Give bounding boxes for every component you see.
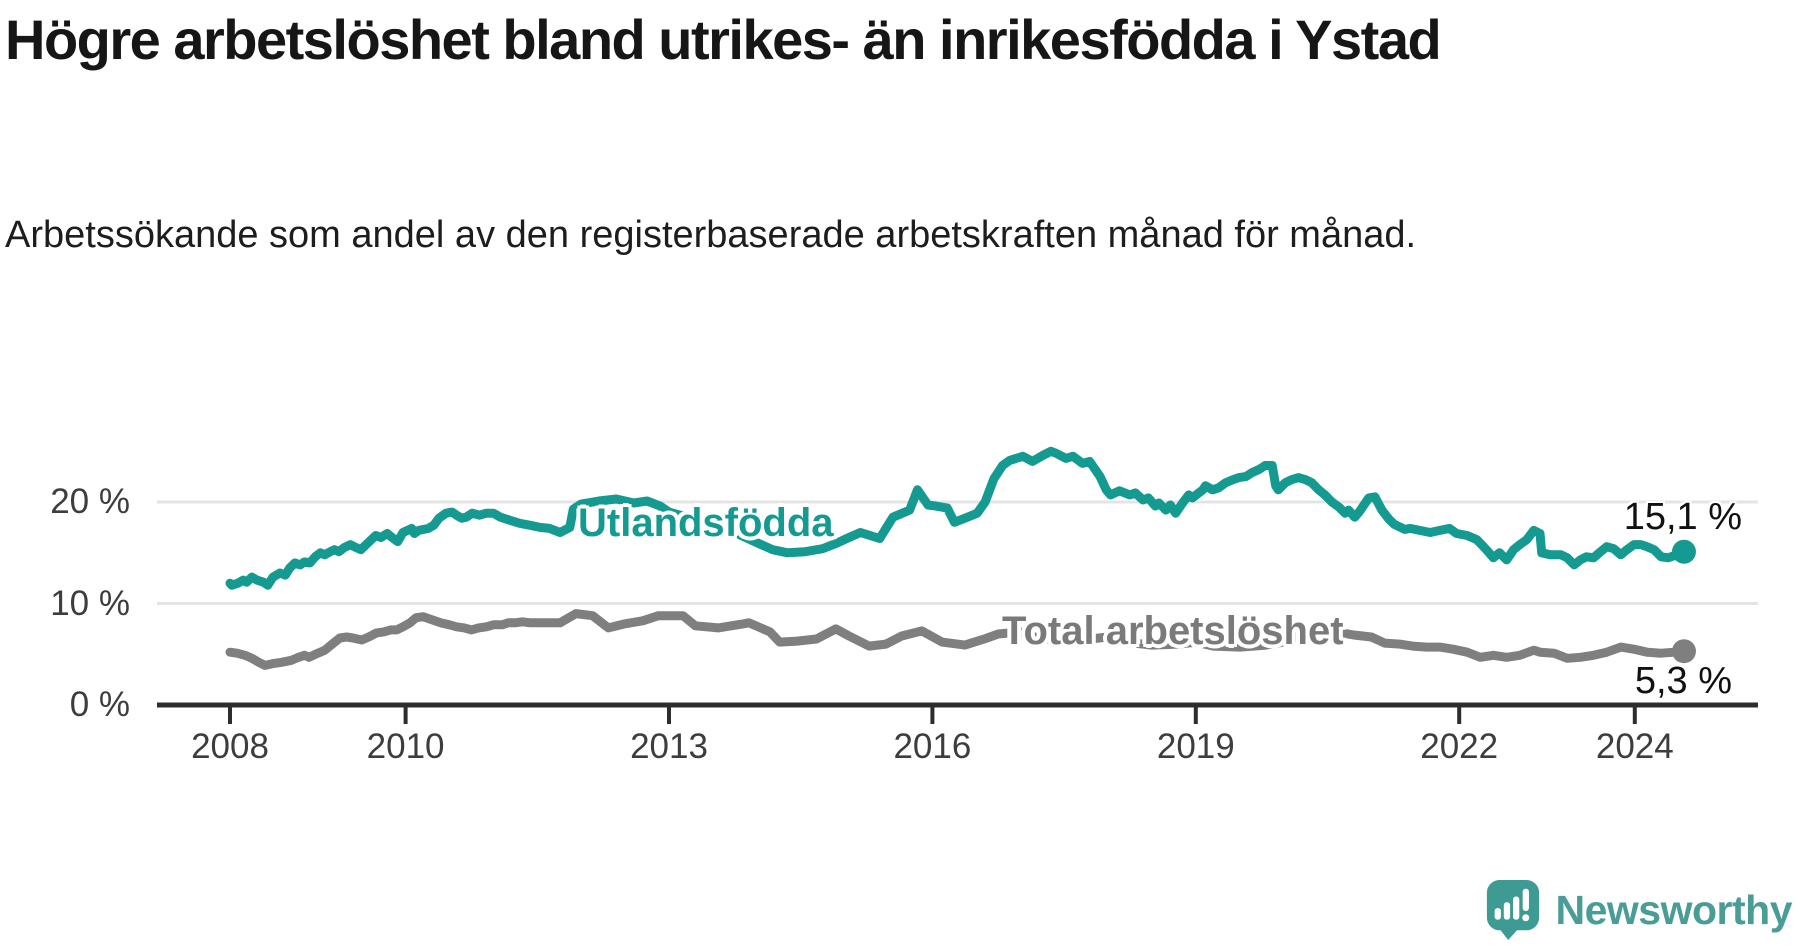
x-axis-tick-label: 2010 xyxy=(366,727,445,766)
newsworthy-logo-text: Newsworthy xyxy=(1555,886,1793,933)
series-end-dot xyxy=(1671,639,1696,664)
x-axis-tick-label: 2008 xyxy=(191,727,269,766)
series-line-utlandsf-dda xyxy=(225,446,1689,590)
x-axis-tick-label: 2024 xyxy=(1595,727,1674,766)
x-axis-tick-label: 2022 xyxy=(1420,727,1499,766)
x-axis-tick-label: 2019 xyxy=(1156,727,1235,766)
x-axis-tick-label: 2013 xyxy=(630,727,708,766)
y-axis-tick-label: 0 % xyxy=(69,685,130,724)
y-axis-tick-label: 20 % xyxy=(50,482,130,521)
page-subtitle: Arbetssökande som andel av den registerb… xyxy=(5,214,1417,256)
series-end-dot xyxy=(1671,539,1696,564)
newsworthy-logo: Newsworthy xyxy=(1484,878,1793,942)
y-axis-tick-label: 10 % xyxy=(50,583,130,623)
series-line-total-arbetsl-shet xyxy=(225,609,1689,670)
speech-bubble-bar-chart-icon xyxy=(1486,880,1539,940)
series-label-utlandsfodda: Utlandsfödda xyxy=(578,501,834,545)
x-axis-tick-label: 2016 xyxy=(893,727,972,766)
series-label-total-arbetsloshet: Total arbetslöshet xyxy=(1002,609,1344,653)
page-title: Högre arbetslöshet bland utrikes- än inr… xyxy=(5,8,1442,71)
end-value-label-total: 5,3 % xyxy=(1634,660,1732,702)
end-value-label-utlandsfodda: 15,1 % xyxy=(1623,496,1742,538)
